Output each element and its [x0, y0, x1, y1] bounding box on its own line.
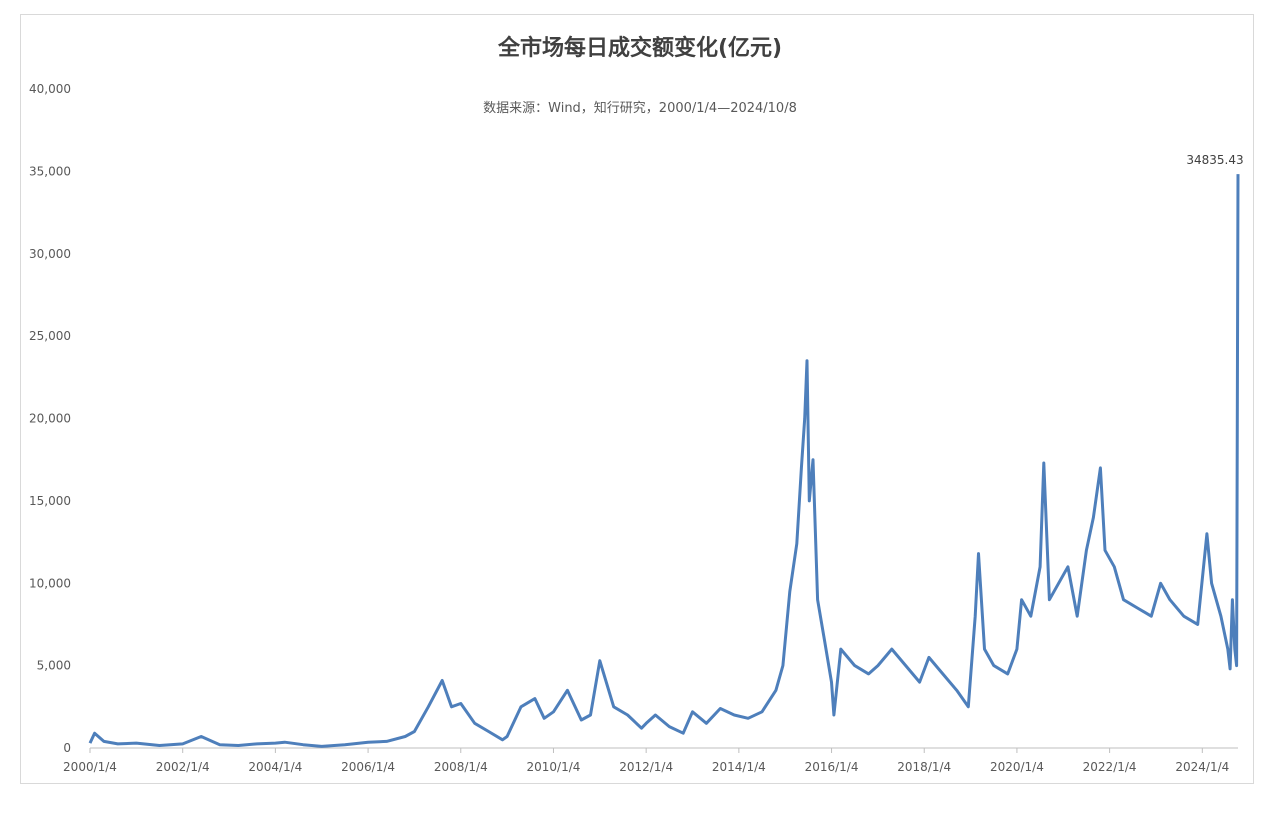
x-tick-label: 2002/1/4: [156, 760, 210, 774]
x-tick-label: 2004/1/4: [248, 760, 302, 774]
y-tick-label: 40,000: [29, 82, 71, 96]
y-tick-label: 25,000: [29, 329, 71, 343]
x-tick-label: 2022/1/4: [1083, 760, 1137, 774]
y-tick-label: 35,000: [29, 164, 71, 178]
y-axis-ticks: 0 5,000 10,000 15,000 20,000 25,000 30,000 35,0…: [29, 82, 71, 755]
x-tick-label: 2012/1/4: [619, 760, 673, 774]
x-tick-label: 2018/1/4: [897, 760, 951, 774]
x-tick-label: 2020/1/4: [990, 760, 1044, 774]
y-tick-label: 5,000: [37, 659, 71, 673]
series-line: [88, 174, 1240, 748]
y-tick-label: 15,000: [29, 494, 71, 508]
chart-frame: [20, 14, 1254, 784]
x-axis-ticks: 2000/1/4 2002/1/4 2004/1/4 2006/1/4 2008/1/4…: [63, 748, 1229, 774]
x-tick-label: 2016/1/4: [805, 760, 859, 774]
x-tick-label: 2000/1/4: [63, 760, 117, 774]
x-tick-label: 2008/1/4: [434, 760, 488, 774]
x-tick-label: 2014/1/4: [712, 760, 766, 774]
y-tick-label: 20,000: [29, 412, 71, 426]
x-tick-label: 2010/1/4: [527, 760, 581, 774]
y-tick-label: 30,000: [29, 247, 71, 261]
chart-title: 全市场每日成交额变化(亿元): [497, 36, 783, 61]
peak-data-label: 34835.43: [1186, 153, 1243, 167]
chart-subtitle: 数据来源：Wind，知行研究，2000/1/4—2024/10/8: [483, 101, 797, 116]
x-tick-label: 2006/1/4: [341, 760, 395, 774]
x-tick-label: 2024/1/4: [1175, 760, 1229, 774]
y-tick-label: 10,000: [29, 576, 71, 590]
y-tick-label: 0: [63, 741, 71, 755]
